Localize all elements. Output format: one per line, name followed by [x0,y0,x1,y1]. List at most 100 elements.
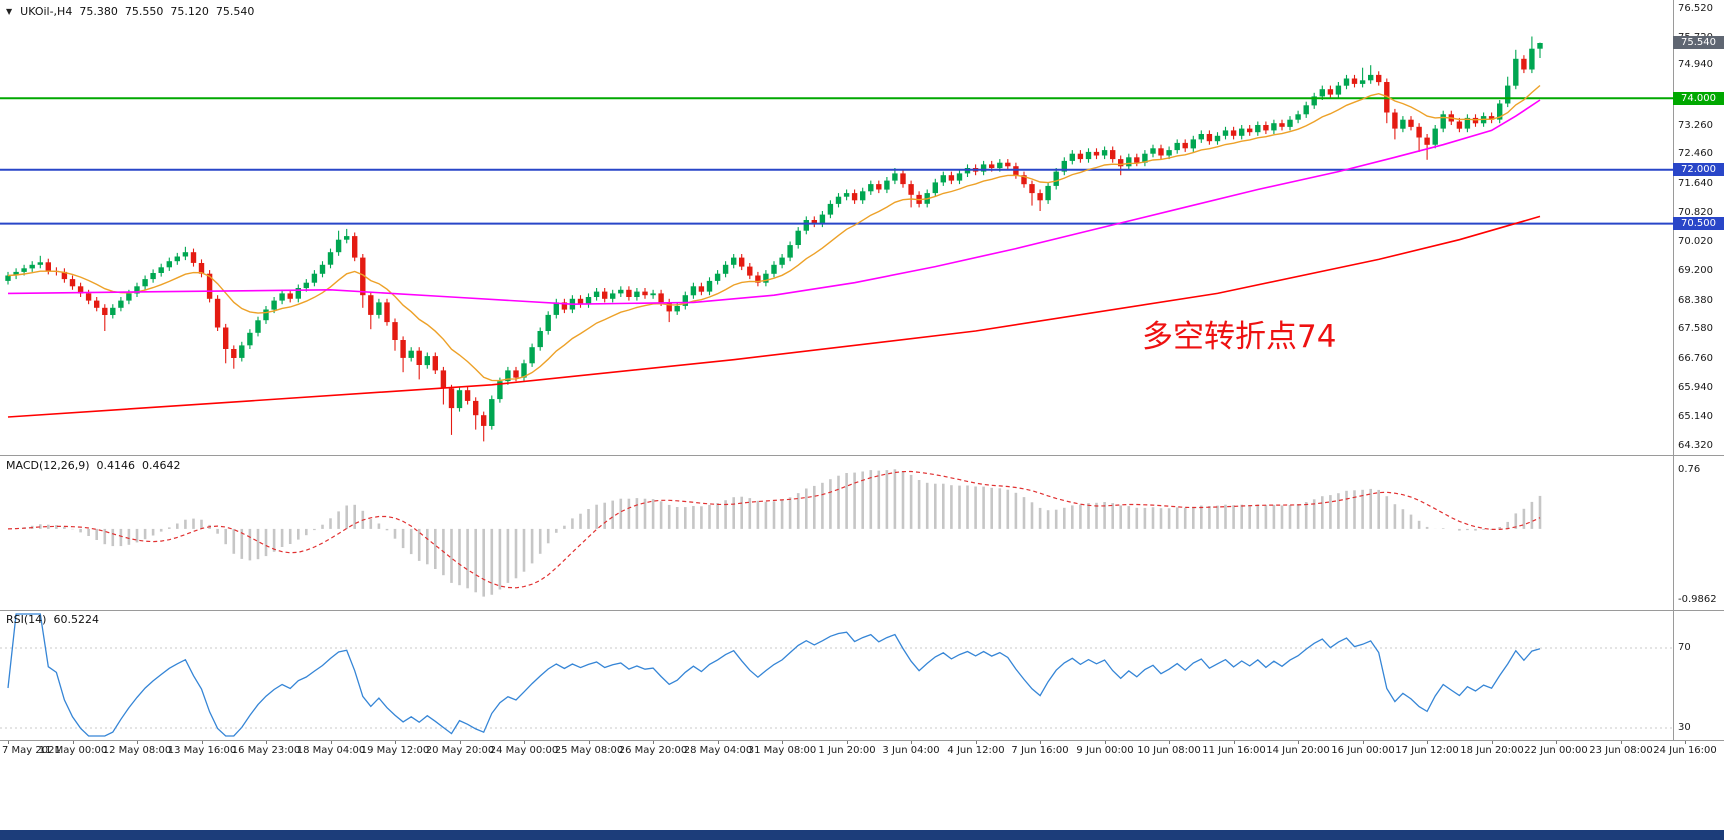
time-axis-label: 13 May 16:00 [167,745,237,756]
time-axis-label: 18 Jun 20:00 [1460,745,1524,756]
price-chart-canvas[interactable] [0,0,1673,455]
time-axis-tick [73,741,74,744]
rsi-value: 60.5224 [53,613,99,626]
macd-signal-line [7,470,1541,589]
time-axis-tick [1298,741,1299,744]
time-axis-tick [202,741,203,744]
current-price-badge: 75.540 [1673,36,1724,49]
time-axis-tick [1427,741,1428,744]
time-axis-tick [1556,741,1557,744]
time-axis-label: 24 May 00:00 [489,745,559,756]
rsi-line [7,613,1541,737]
time-axis-tick [331,741,332,744]
time-axis-label: 7 Jun 16:00 [1011,745,1069,756]
time-axis-label: 16 May 23:00 [231,745,301,756]
price-axis-label: 72.460 [1678,148,1713,159]
macd-header: MACD(12,26,9) 0.4146 0.4642 [6,459,181,472]
ohlc-low: 75.120 [170,5,209,18]
rsi-level-30-label: 30 [1678,722,1691,733]
time-axis-label: 26 May 20:00 [618,745,688,756]
time-axis-tick [1169,741,1170,744]
time-axis-tick [847,741,848,744]
time-axis-label: 17 Jun 12:00 [1395,745,1459,756]
price-axis-label: 68.380 [1678,295,1713,306]
time-axis-tick [911,741,912,744]
time-axis-tick [718,741,719,744]
hline-price-badge: 70.500 [1673,217,1724,230]
time-axis-tick [460,741,461,744]
time-axis-label: 14 Jun 20:00 [1266,745,1330,756]
price-axis-border [1673,0,1674,740]
time-axis-label: 20 May 20:00 [425,745,495,756]
price-axis-label: 65.940 [1678,382,1713,393]
time-axis-label: 7 May 2021 [2,745,61,756]
price-axis-label: 70.020 [1678,236,1713,247]
time-axis-label: 18 May 04:00 [296,745,366,756]
rsi-level-lines[interactable] [0,647,1673,729]
macd-value-signal: 0.4642 [142,459,181,472]
time-axis-tick [1105,741,1106,744]
price-axis-label: 64.320 [1678,440,1713,451]
price-axis-label: 71.640 [1678,178,1713,189]
time-axis-label: 11 Jun 16:00 [1202,745,1266,756]
time-axis-tick [782,741,783,744]
time-axis-tick [1040,741,1041,744]
macd-scale-bottom-label: -0.9862 [1678,594,1717,605]
dropdown-arrow-icon[interactable]: ▼ [6,7,13,16]
time-axis-tick [1492,741,1493,744]
time-axis-tick [589,741,590,744]
rsi-header: RSI(14) 60.5224 [6,613,99,626]
ohlc-header: ▼ UKOil-,H4 75.380 75.550 75.120 75.540 [6,5,254,18]
candlesticks [5,36,1543,442]
price-axis-label: 65.140 [1678,411,1713,422]
time-axis-label: 3 Jun 04:00 [882,745,940,756]
macd-rsi-separator[interactable] [0,610,1724,611]
macd-chart-canvas[interactable] [0,455,1673,610]
time-axis-tick [653,741,654,744]
time-axis-label: 9 Jun 00:00 [1076,745,1134,756]
rsi-chart-canvas[interactable] [0,610,1673,740]
ohlc-open: 75.380 [79,5,118,18]
horizontal-lines[interactable] [0,97,1673,225]
time-axis-label: 24 Jun 16:00 [1653,745,1717,756]
time-axis[interactable]: 7 May 2021 11 May 00:00 12 May 08:00 13 May… [0,741,1724,763]
macd-title: MACD(12,26,9) [6,459,90,472]
time-axis-tick [1685,741,1686,744]
time-axis-tick [1363,741,1364,744]
hline-price-badge: 74.000 [1673,92,1724,105]
time-axis-label: 31 May 08:00 [747,745,817,756]
time-axis-tick [1234,741,1235,744]
symbol-timeframe-label: UKOil-,H4 [20,5,73,18]
time-axis-label: 28 May 04:00 [683,745,753,756]
ohlc-high: 75.550 [124,5,164,18]
chart-annotation-text[interactable]: 多空转折点74 [1142,319,1337,355]
time-axis-tick [395,741,396,744]
time-axis-label: 1 Jun 20:00 [818,745,876,756]
time-axis-label: 10 Jun 08:00 [1137,745,1201,756]
ohlc-close: 75.540 [215,5,255,18]
time-axis-label: 23 Jun 08:00 [1589,745,1653,756]
macd-value-main: 0.4146 [96,459,136,472]
price-axis-label: 76.520 [1678,3,1713,14]
time-axis-tick [266,741,267,744]
time-axis-label: 12 May 08:00 [102,745,172,756]
time-axis-tick [137,741,138,744]
price-axis-label: 69.200 [1678,265,1713,276]
time-axis-label: 25 May 08:00 [554,745,624,756]
price-macd-separator[interactable] [0,455,1724,456]
window-bottom-edge [0,830,1724,840]
price-axis-label: 74.940 [1678,59,1713,70]
time-axis-tick [8,741,9,744]
hline-price-badge: 72.000 [1673,163,1724,176]
time-axis-tick [524,741,525,744]
time-axis-label: 4 Jun 12:00 [947,745,1005,756]
time-axis-label: 11 May 00:00 [38,745,108,756]
macd-histogram [14,469,1542,597]
rsi-title: RSI(14) [6,613,47,626]
time-axis-tick [1621,741,1622,744]
time-axis-label: 16 Jun 00:00 [1331,745,1395,756]
price-axis-label: 67.580 [1678,323,1713,334]
ma-overlays [7,84,1541,418]
rsi-timeaxis-separator [0,740,1724,741]
